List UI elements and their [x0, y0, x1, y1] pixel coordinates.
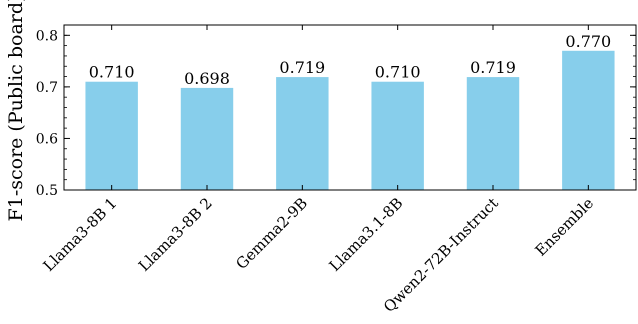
value-labels: 0.710 0.698 0.719 0.710 0.719 0.770 — [89, 32, 611, 88]
y-tick-label-4: 0.8 — [36, 28, 58, 44]
bar-5 — [466, 77, 520, 190]
y-tick-label-3: 0.7 — [36, 80, 58, 96]
x-tick-label-4: Llama3.1-8B — [326, 194, 407, 275]
value-label-4: 0.710 — [375, 63, 421, 82]
value-label-2: 0.698 — [184, 69, 230, 88]
value-label-3: 0.719 — [279, 58, 325, 77]
plot-frame — [63, 24, 637, 191]
x-tick-label-6: Ensemble — [532, 194, 598, 260]
value-label-5: 0.719 — [470, 58, 516, 77]
bar-2 — [180, 87, 234, 190]
bars — [85, 50, 615, 190]
y-axis-label: F1-score (Public board) — [5, 0, 27, 221]
y-tick-label-2: 0.6 — [36, 131, 58, 147]
y-tick-label-1: 0.5 — [36, 183, 58, 199]
bar-3 — [276, 77, 329, 190]
bar-1 — [85, 81, 138, 190]
y-axis-ticks: 0.5 0.6 0.7 0.8 — [36, 28, 636, 199]
x-tick-label-3: Gemma2-9B — [232, 194, 311, 273]
value-label-6: 0.770 — [565, 32, 611, 51]
bar-6 — [562, 50, 615, 190]
minor-ticks — [64, 24, 636, 191]
x-tick-label-2: Llama3-8B 2 — [135, 194, 216, 275]
value-label-1: 0.710 — [89, 63, 135, 82]
bar-4 — [371, 81, 424, 190]
x-tick-label-1: Llama3-8B 1 — [40, 194, 121, 275]
